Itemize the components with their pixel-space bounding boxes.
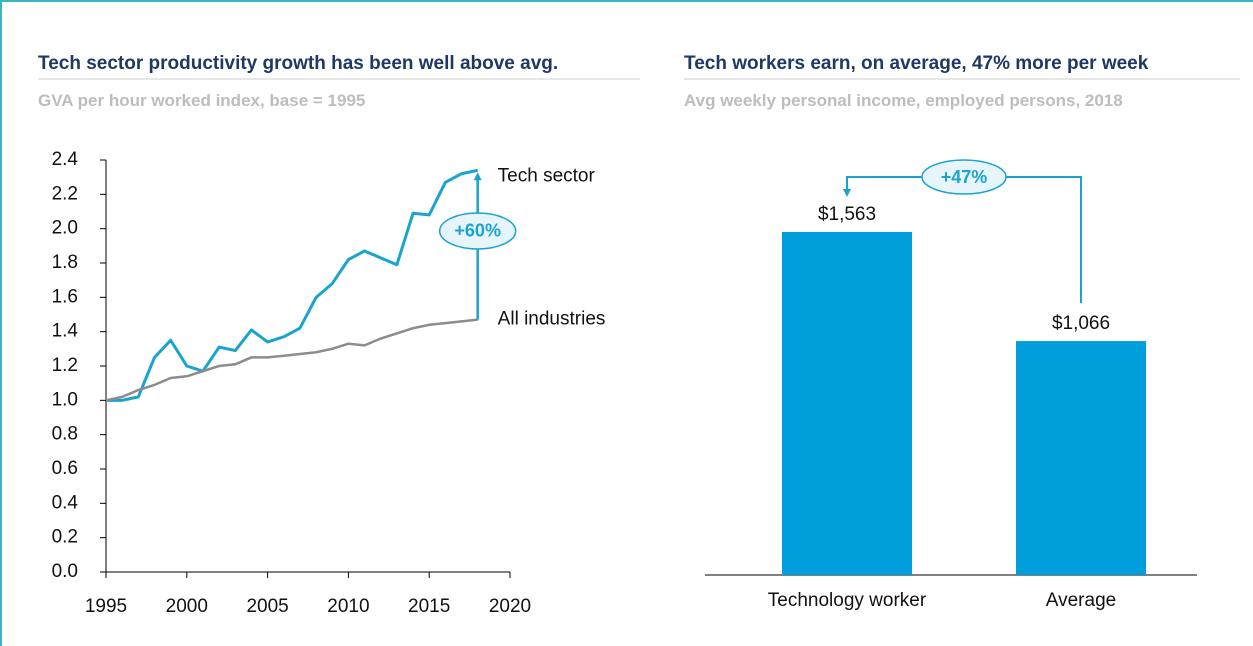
- y-tick-label: 1.4: [52, 321, 79, 342]
- y-tick-label: 2.0: [52, 218, 78, 239]
- y-tick-label: 1.2: [52, 355, 78, 376]
- y-tick-label: 0.0: [52, 561, 78, 582]
- x-tick-label: 2000: [166, 596, 208, 617]
- chart-title: Tech sector productivity growth has been…: [38, 53, 558, 74]
- annotation: +60%: [454, 221, 501, 241]
- x-tick-label: 1995: [85, 596, 127, 617]
- value-label: $1,563: [818, 204, 876, 225]
- series-label: All industries: [498, 309, 606, 330]
- x-tick-label: 2010: [327, 596, 369, 617]
- y-tick-label: 2.4: [52, 149, 79, 170]
- x-tick-label: 2015: [408, 596, 450, 617]
- annotation-bubble: [921, 159, 1007, 195]
- x-tick-label: Average: [1046, 590, 1116, 611]
- x-tick-label: Technology worker: [768, 590, 927, 611]
- y-tick-label: 1.0: [52, 389, 78, 410]
- chart-subtitle: Avg weekly personal income, employed per…: [684, 91, 1123, 110]
- value-label: $1,066: [1052, 313, 1110, 334]
- annotation: +47%: [941, 167, 988, 187]
- y-tick-label: 0.8: [52, 424, 78, 445]
- chart-title: Tech workers earn, on average, 47% more …: [684, 53, 1149, 74]
- annotation-bubble: [438, 212, 517, 250]
- series-line: [105, 318, 478, 402]
- y-tick-label: 0.6: [52, 458, 78, 479]
- bar: [782, 232, 912, 575]
- chart-subtitle: GVA per hour worked index, base = 1995: [38, 91, 365, 110]
- y-tick-label: 1.6: [52, 286, 78, 307]
- series-label: Tech sector: [498, 165, 596, 186]
- y-tick-label: 0.4: [52, 492, 79, 513]
- y-tick-label: 2.2: [52, 183, 78, 204]
- x-tick-label: 2005: [246, 596, 288, 617]
- x-tick-label: 2020: [489, 596, 531, 617]
- y-tick-label: 0.2: [52, 527, 78, 548]
- series-line: [106, 168, 478, 402]
- bar: [1016, 341, 1146, 575]
- y-tick-label: 1.8: [52, 252, 78, 273]
